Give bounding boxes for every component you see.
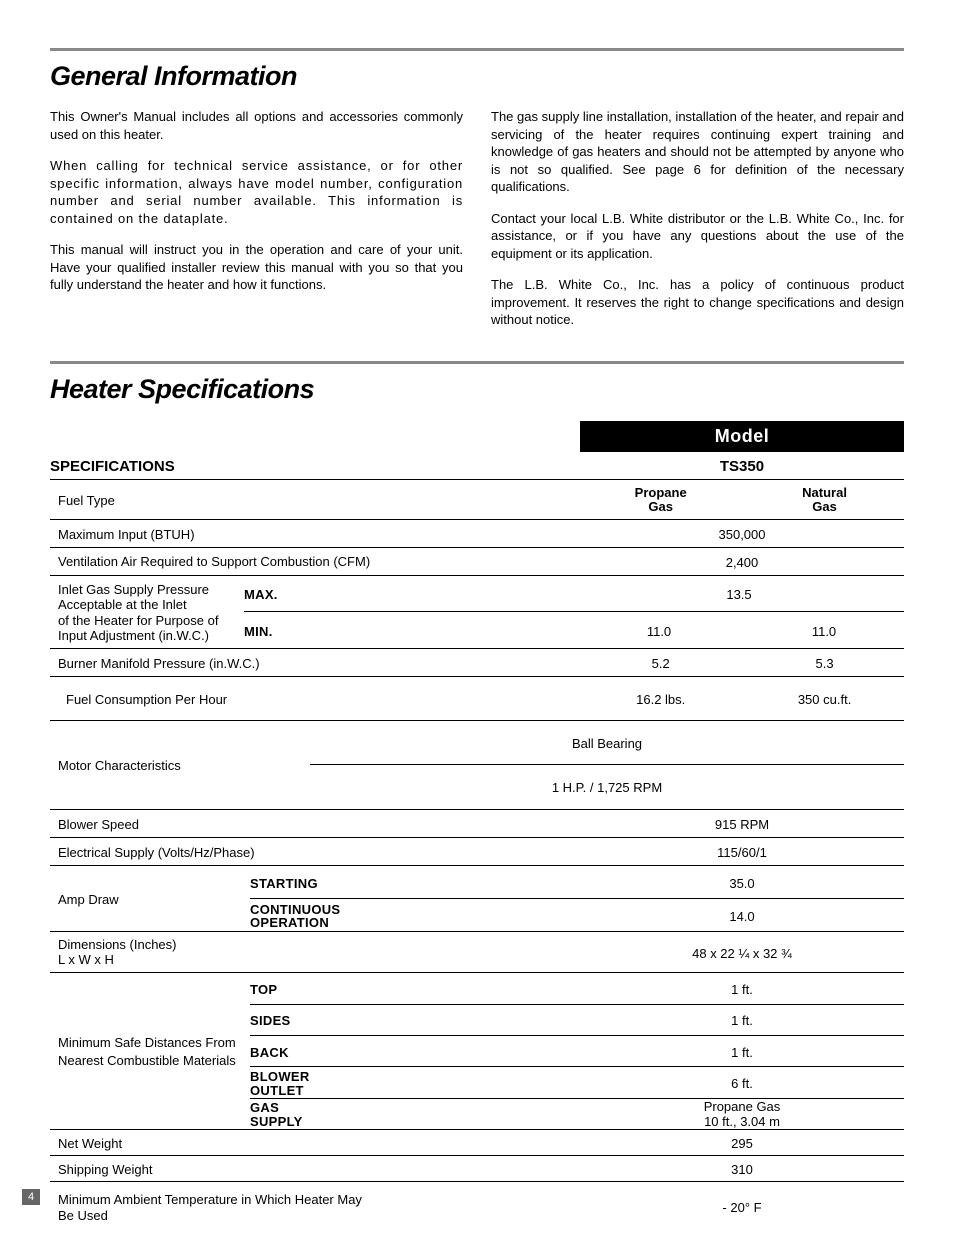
model-header: Model: [580, 421, 904, 452]
vent-row: Ventilation Air Required to Support Comb…: [50, 548, 904, 576]
rule-top: [50, 48, 904, 51]
specs-heading: Specifications: [50, 452, 380, 479]
amp-group: Amp Draw Starting 35.0 ContinuousOperati…: [50, 866, 904, 932]
netwt-row: Net Weight 295: [50, 1130, 904, 1156]
rule-mid: [50, 361, 904, 364]
page-number-tab: 4: [22, 1189, 40, 1205]
para: Contact your local L.B. White distributo…: [491, 210, 904, 263]
blower-speed-row: Blower Speed 915 RPM: [50, 810, 904, 838]
model-label: Model: [580, 421, 904, 452]
motor-group: Motor Characteristics Ball Bearing 1 H.P…: [50, 721, 904, 810]
model-name: TS350: [580, 452, 904, 479]
para: This manual will instruct you in the ope…: [50, 241, 463, 294]
clearance-group: Minimum Safe Distances From Nearest Comb…: [50, 973, 904, 1130]
label: Fuel Type: [50, 480, 378, 519]
inlet-group: Inlet Gas Supply Pressure Acceptable at …: [50, 576, 904, 649]
mintemp-row: 4 Minimum Ambient Temperature in Which H…: [50, 1186, 904, 1227]
shipwt-row: Shipping Weight 310: [50, 1156, 904, 1182]
electrical-row: Electrical Supply (Volts/Hz/Phase) 115/6…: [50, 838, 904, 866]
general-info-columns: This Owner's Manual includes all options…: [50, 108, 904, 343]
section-title-specs: Heater Specifications: [50, 374, 904, 405]
propane-header: PropaneGas: [576, 480, 745, 519]
header-row: Specifications TS350: [50, 452, 904, 480]
max-input-row: Maximum Input (BTUH) 350,000: [50, 520, 904, 548]
para: When calling for technical service assis…: [50, 157, 463, 227]
fuel-type-row: Fuel Type PropaneGas NaturalGas: [50, 480, 904, 520]
right-column: The gas supply line installation, instal…: [491, 108, 904, 343]
left-column: This Owner's Manual includes all options…: [50, 108, 463, 343]
section-title-general: General Information: [50, 61, 904, 92]
para: The L.B. White Co., Inc. has a policy of…: [491, 276, 904, 329]
para: This Owner's Manual includes all options…: [50, 108, 463, 143]
dims-row: Dimensions (Inches) L x W x H 48 x 22 ¼ …: [50, 932, 904, 973]
fuelcons-row: Fuel Consumption Per Hour 16.2 lbs. 350 …: [50, 677, 904, 721]
natural-header: NaturalGas: [745, 480, 904, 519]
specs-table: Model Specifications TS350 Fuel Type Pro…: [50, 421, 904, 1227]
manifold-row: Burner Manifold Pressure (in.W.C.) 5.2 5…: [50, 649, 904, 677]
para: The gas supply line installation, instal…: [491, 108, 904, 196]
